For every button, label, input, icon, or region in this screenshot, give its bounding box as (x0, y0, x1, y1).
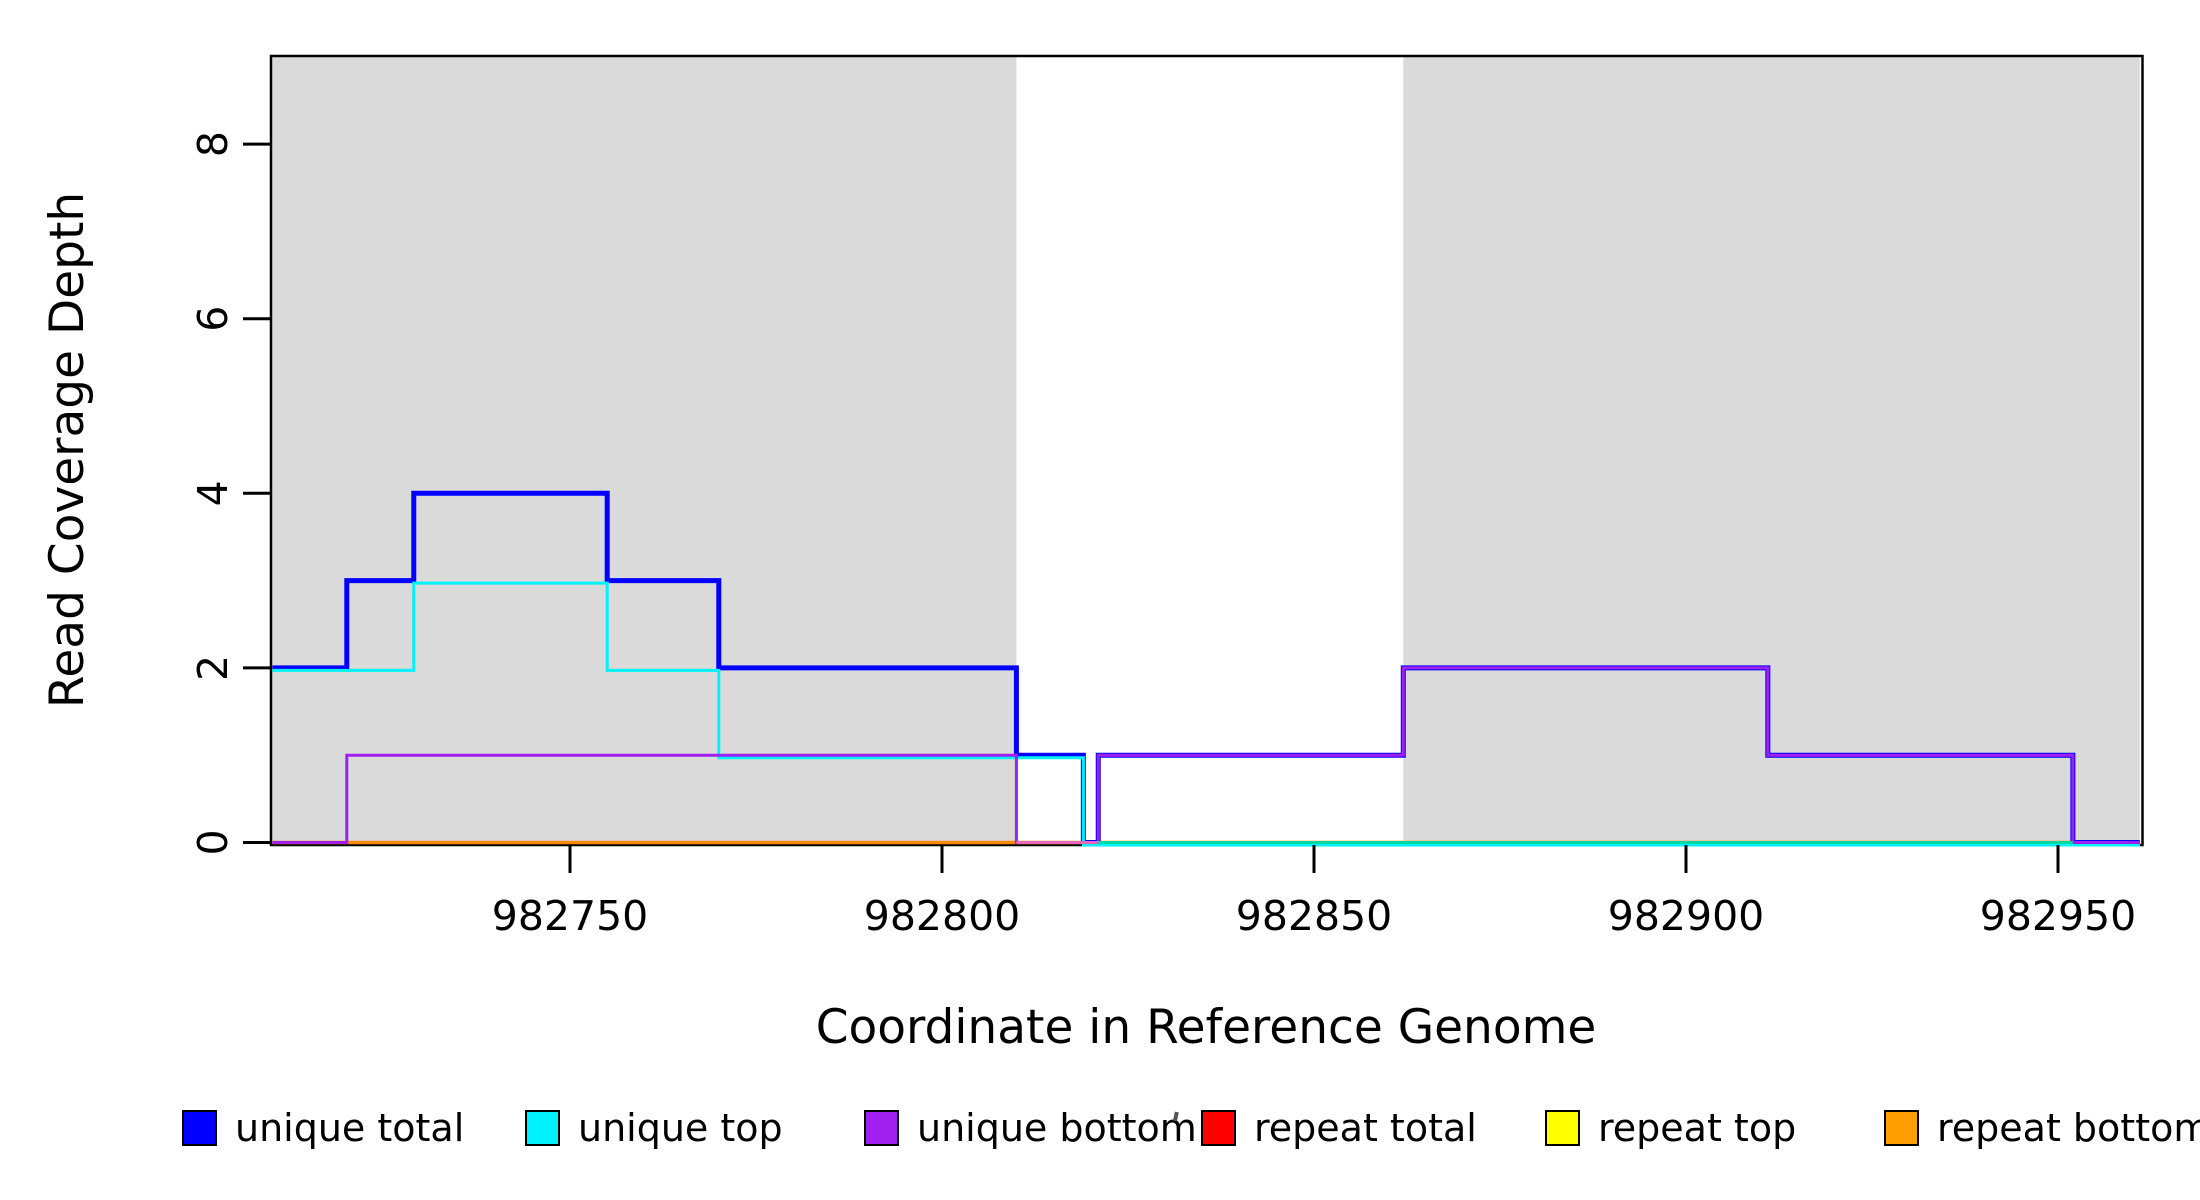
legend-item-unique-bottom: unique bottom (864, 1106, 1197, 1150)
y-tick-label: 0 (189, 829, 237, 855)
legend-label: repeat bottom (1937, 1106, 2200, 1150)
x-axis-title: Coordinate in Reference Genome (816, 1000, 1597, 1055)
legend-label: repeat top (1598, 1106, 1796, 1150)
axes-ticks-and-labels: 982750 982800 982850 982900 982950 0 2 4 6 8 (189, 131, 2136, 940)
legend-swatch (525, 1110, 560, 1146)
legend-item-repeat-total: repeat total (1201, 1106, 1477, 1150)
legend-item-unique-top: unique top (525, 1106, 783, 1150)
legend-label: unique top (578, 1106, 783, 1150)
coverage-step-lines (272, 490, 2140, 847)
y-axis-title: Read Coverage Depth (40, 192, 95, 708)
legend-swatch (1201, 1110, 1236, 1146)
legend-label: repeat total (1254, 1106, 1477, 1150)
x-tick-label: 982950 (1980, 892, 2137, 940)
legend-speck-artifact (1173, 1111, 1179, 1122)
legend-item-repeat-bottom: repeat bottom (1884, 1106, 2200, 1150)
legend-swatch (1884, 1110, 1919, 1146)
x-tick-label: 982900 (1608, 892, 1765, 940)
repeat-region-1 (272, 56, 1017, 845)
repeat-region-2 (1403, 56, 2140, 845)
series-unique-bottom (272, 666, 2140, 844)
series-unique-top (272, 581, 2140, 847)
x-tick-label: 982800 (864, 892, 1021, 940)
y-tick-label: 6 (189, 306, 237, 332)
repeat-region-shading (272, 56, 2140, 845)
legend-swatch (864, 1110, 899, 1146)
legend-label: unique total (235, 1106, 464, 1150)
legend-label: unique bottom (917, 1106, 1197, 1150)
y-tick-label: 8 (189, 131, 237, 157)
legend: unique total unique top unique bottom repea… (182, 1106, 2200, 1150)
x-tick-label: 982750 (492, 892, 649, 940)
x-tick-label: 982850 (1236, 892, 1393, 940)
y-tick-label: 2 (189, 655, 237, 681)
legend-swatch (182, 1110, 217, 1146)
legend-item-unique-total: unique total (182, 1106, 464, 1150)
legend-swatch (1545, 1110, 1580, 1146)
y-tick-label: 4 (189, 480, 237, 506)
legend-item-repeat-top: repeat top (1545, 1106, 1796, 1150)
